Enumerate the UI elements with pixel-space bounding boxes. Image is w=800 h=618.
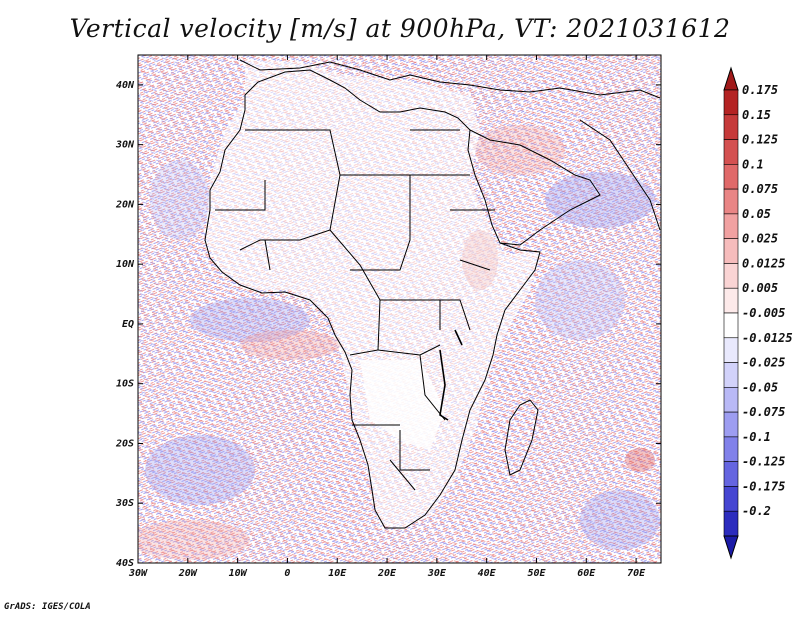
colorbar-swatch [723, 139, 739, 165]
lat-tick-label: 10S [116, 379, 134, 390]
colorbar-label: -0.005 [742, 306, 785, 320]
latitude-axis: 40N 30N 20N 10N EQ 10S 20S 30S 40S [115, 80, 661, 569]
lat-tick-label: 20S [115, 438, 134, 449]
lon-tick-label: 70E [627, 568, 646, 579]
lat-tick-label: 10N [116, 259, 135, 270]
colorbar-swatch [723, 436, 739, 462]
colorbar-swatch [723, 312, 739, 339]
colorbar-label: -0.0125 [742, 331, 793, 345]
colorbar-max-arrow [723, 66, 739, 91]
colorbar-swatch [723, 337, 739, 363]
map-frame [137, 54, 662, 564]
colorbar-label: 0.05 [742, 207, 771, 221]
lon-tick-label: 30E [427, 568, 447, 579]
colorbar-label: -0.05 [742, 380, 778, 394]
colorbar-swatch [723, 287, 739, 314]
colorbar-swatch [723, 486, 739, 512]
lon-tick-label: 10W [229, 568, 248, 579]
colorbar-min-arrow [723, 535, 739, 560]
lon-tick-label: 30W [128, 568, 148, 579]
lon-tick-label: 20W [178, 568, 198, 579]
map-title: Vertical velocity [m/s] at 900hPa, VT: 2… [69, 14, 731, 43]
colorbar-label: 0.175 [742, 83, 778, 97]
colorbar-label: -0.2 [742, 504, 771, 518]
credit-label: GrADS: IGES/COLA [4, 602, 91, 612]
colorbar-label: 0.1 [742, 157, 764, 171]
colorbar-label: -0.075 [742, 405, 785, 419]
colorbar-swatch [723, 188, 739, 215]
colorbar-label: 0.075 [742, 182, 778, 196]
colorbar-swatch [723, 238, 739, 264]
colorbar-swatch [723, 114, 739, 140]
colorbar-label: 0.005 [742, 281, 778, 295]
colorbar-swatch [723, 387, 739, 413]
lon-tick-label: 0 [284, 568, 290, 579]
lat-tick-label: 40S [116, 558, 134, 569]
colorbar-swatch [723, 362, 739, 388]
longitude-axis: 30W 20W 10W 0 10E 20E 30E 40E 50E 60E 70E [128, 55, 646, 579]
colorbar-swatch [723, 411, 739, 438]
colorbar: 0.175 0.15 0.125 0.1 0.075 0.05 0.025 0.0125 0.0… [723, 66, 793, 560]
colorbar-label: -0.125 [742, 455, 785, 469]
lat-tick-label: 30S [115, 498, 134, 509]
lon-tick-label: 60E [577, 568, 596, 579]
colorbar-label: 0.0125 [742, 256, 785, 270]
lon-tick-label: 40E [478, 568, 497, 579]
lon-tick-label: 20E [377, 568, 397, 579]
lon-tick-label: 50E [527, 568, 546, 579]
lat-tick-label: 40N [116, 80, 135, 91]
colorbar-swatch [723, 510, 739, 537]
colorbar-label: -0.025 [742, 356, 785, 370]
colorbar-swatch [723, 164, 739, 190]
colorbar-label: -0.175 [742, 479, 785, 493]
lon-tick-label: 10E [328, 568, 347, 579]
colorbar-swatch [723, 213, 739, 239]
colorbar-label: -0.1 [742, 430, 771, 444]
colorbar-label: 0.025 [742, 232, 778, 246]
lat-tick-label: EQ [122, 319, 134, 330]
lat-tick-label: 20N [115, 199, 135, 210]
lat-tick-label: 30N [115, 140, 135, 151]
colorbar-swatch [723, 263, 739, 289]
colorbar-label: 0.15 [742, 108, 771, 122]
velocity-field [138, 55, 661, 563]
colorbar-swatch [723, 89, 739, 116]
colorbar-swatch [723, 461, 739, 487]
colorbar-label: 0.125 [742, 133, 778, 147]
coastlines [204, 59, 661, 529]
